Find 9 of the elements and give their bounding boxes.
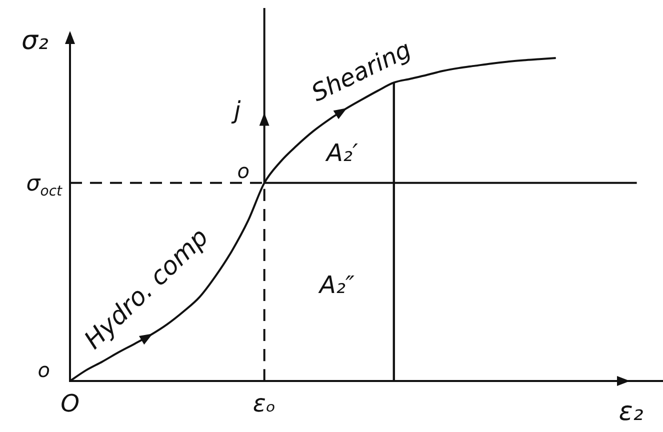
annotation: j	[231, 96, 241, 125]
annotation: o	[38, 358, 50, 382]
y-axis-title: σ₂	[22, 26, 48, 56]
annotation: o	[237, 159, 250, 184]
x-tick-label: O	[60, 390, 80, 418]
annotation: A₂′	[324, 139, 359, 168]
annotation: A₂″	[318, 271, 355, 300]
x-axis-title: ε₂	[618, 396, 644, 427]
x-tick-label: εₒ	[252, 390, 276, 418]
